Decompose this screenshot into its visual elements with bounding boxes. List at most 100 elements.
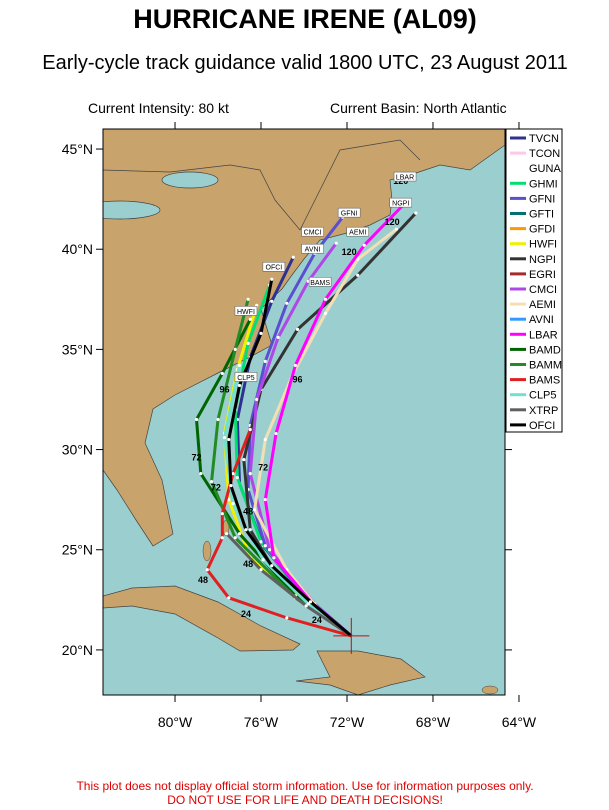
hour-label: 72 xyxy=(258,463,268,473)
lat-tick-label: 40°N xyxy=(62,241,93,257)
track-tag-box xyxy=(389,197,412,208)
legend-label: LBAR xyxy=(529,329,558,341)
track-point xyxy=(362,243,366,247)
track-point xyxy=(244,528,248,532)
legend-label: TVCN xyxy=(529,133,559,145)
track-tag-box xyxy=(308,277,332,287)
cuba xyxy=(103,585,301,652)
track-point xyxy=(233,347,237,351)
track-point xyxy=(263,359,267,364)
track-point xyxy=(220,512,224,516)
track-point xyxy=(285,616,289,620)
disclaimer: This plot does not display official stor… xyxy=(76,779,533,793)
track-point xyxy=(394,227,399,231)
track-point xyxy=(199,472,203,476)
track-point xyxy=(222,435,227,440)
track-tag-box xyxy=(234,372,258,382)
track-tag-box xyxy=(301,243,324,254)
legend-label: NGPI xyxy=(529,254,556,266)
track-point xyxy=(237,383,242,388)
lat-tick-label: 20°N xyxy=(62,642,93,658)
legend-label: CMCI xyxy=(529,284,557,296)
track-point xyxy=(261,558,265,562)
hour-label: 120 xyxy=(342,247,357,257)
track-tag: NGPI xyxy=(392,201,409,208)
track-point xyxy=(270,277,274,281)
hour-label: 48 xyxy=(243,507,253,517)
island xyxy=(202,540,212,562)
lat-tick-label: 35°N xyxy=(62,341,93,357)
track-point xyxy=(259,568,263,572)
track-point xyxy=(227,596,231,600)
track-point xyxy=(295,327,300,331)
track-tag: CMCI xyxy=(304,230,322,237)
track-point xyxy=(276,335,280,339)
track-point xyxy=(229,484,233,488)
track-point xyxy=(248,317,252,321)
legend-label: BAMM xyxy=(529,360,562,372)
legend-label: BAMS xyxy=(529,375,560,387)
lon-tick-label: 72°W xyxy=(330,714,365,730)
lon-tick-label: 80°W xyxy=(158,714,193,730)
tracks xyxy=(194,201,418,654)
track-tag: AVNI xyxy=(305,247,321,254)
track-point xyxy=(259,331,263,335)
legend-label: GFNI xyxy=(529,193,555,205)
legend-label: GUNA xyxy=(529,163,561,175)
track-tag-box xyxy=(337,207,361,218)
track-tag: AEMI xyxy=(349,230,366,237)
track-tag-box xyxy=(234,306,258,316)
track-point xyxy=(242,457,246,462)
track-point xyxy=(270,299,274,303)
legend-label: GFDI xyxy=(529,224,555,236)
labels: 24244848487272729696120120120LBARNGPIGFN… xyxy=(192,171,417,625)
track-tag: LBAR xyxy=(396,175,414,182)
track-tag: OFCI xyxy=(266,265,283,272)
track-point xyxy=(274,431,278,436)
map-area: 24244848487272729696120120120LBARNGPIGFN… xyxy=(103,129,505,695)
track-point xyxy=(209,480,214,484)
lon-tick-label: 76°W xyxy=(244,714,279,730)
track-point xyxy=(225,532,229,536)
legend-label: CLP5 xyxy=(529,390,557,402)
legend-label: OFCI xyxy=(529,420,555,432)
hour-label: 24 xyxy=(312,615,322,625)
track-tag: CLP5 xyxy=(237,375,255,382)
island xyxy=(481,685,499,695)
track-point xyxy=(246,341,250,345)
track-line xyxy=(225,532,353,638)
lake xyxy=(103,200,161,220)
intensity: Current Intensity: 80 kt xyxy=(88,100,229,116)
disclaimer: DO NOT USE FOR LIFE AND DEATH DECISIONS! xyxy=(167,793,443,807)
track-point xyxy=(270,564,274,568)
track-tag-box xyxy=(262,261,286,272)
hour-label: 120 xyxy=(385,217,400,227)
hour-label: 96 xyxy=(219,384,229,394)
legend-label: EGRI xyxy=(529,269,556,281)
legend-label: AEMI xyxy=(529,299,556,311)
lat-tick-label: 25°N xyxy=(62,542,93,558)
lat-tick-label: 30°N xyxy=(62,442,93,458)
map-frame xyxy=(102,128,506,696)
track-point xyxy=(248,427,252,432)
track-point xyxy=(231,502,235,506)
hour-label: 48 xyxy=(243,559,253,569)
track-point xyxy=(414,211,418,215)
legend-label: TCON xyxy=(529,148,560,160)
track-point xyxy=(246,297,250,301)
track-point xyxy=(248,472,252,476)
track-point xyxy=(205,568,209,572)
track-point xyxy=(304,604,308,608)
track-point xyxy=(263,498,267,502)
hispaniola xyxy=(295,650,426,695)
border xyxy=(103,139,421,231)
legend-label: GFTI xyxy=(529,209,554,221)
lon-tick-label: 64°W xyxy=(502,714,537,730)
lat-tick-label: 45°N xyxy=(62,141,93,157)
title: HURRICANE IRENE (AL09) xyxy=(133,4,477,34)
track-point xyxy=(291,255,295,259)
track-point xyxy=(220,536,224,540)
track-point xyxy=(252,508,257,512)
track-point xyxy=(231,472,235,476)
track-point xyxy=(227,437,231,442)
